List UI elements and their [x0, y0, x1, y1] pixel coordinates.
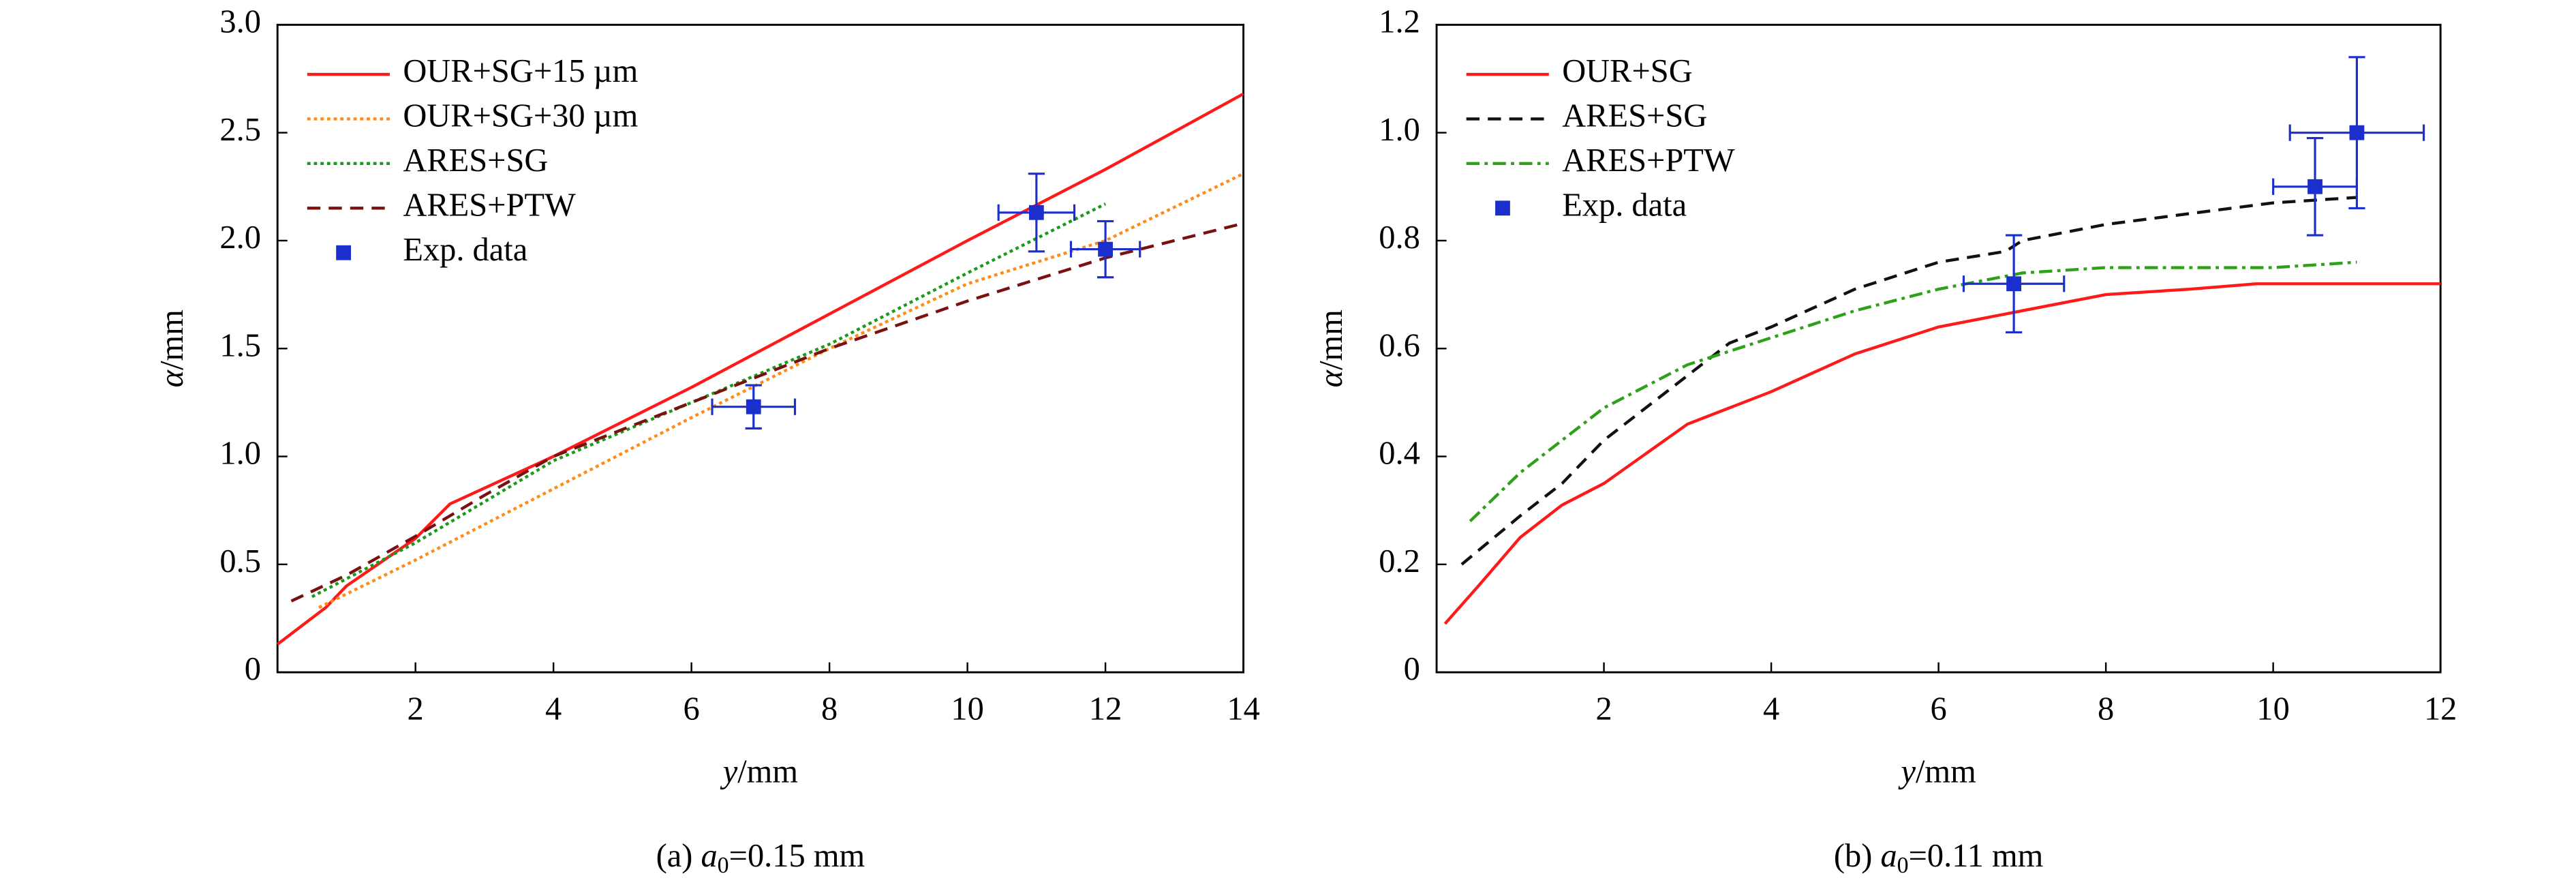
data-point	[746, 399, 761, 415]
legend-label: OUR+SG	[1562, 53, 1693, 89]
y-tick-label: 2.5	[219, 112, 261, 148]
caption-prefix: (a)	[656, 838, 701, 874]
x-tick-label: 8	[2098, 691, 2114, 727]
y-axis-label-var: α	[1313, 369, 1349, 387]
x-tick-label: 6	[684, 691, 700, 727]
y-tick-label: 0.6	[1379, 327, 1420, 363]
y-tick-label: 1.0	[219, 436, 261, 472]
x-tick-label: 4	[545, 691, 562, 727]
y-tick-label: 0.8	[1379, 220, 1420, 256]
y-axis-label: α/mm	[1313, 310, 1349, 387]
legend-label: OUR+SG+30 µm	[403, 98, 638, 134]
line-series	[276, 92, 1244, 646]
y-tick-label: 0	[245, 651, 261, 687]
caption: (a) a0=0.15 mm	[656, 838, 865, 878]
legend-label: ARES+PTW	[1562, 142, 1735, 179]
data-point	[2307, 179, 2322, 194]
x-tick-label: 12	[2424, 691, 2457, 727]
line-series	[1460, 196, 2357, 566]
legend-label: ARES+SG	[1562, 98, 1707, 134]
x-axis-label: y/mm	[1897, 753, 1976, 789]
caption-prefix: (b)	[1834, 838, 1881, 874]
y-tick-label: 1.5	[219, 327, 261, 363]
caption-sub: 0	[718, 853, 729, 878]
caption-var: a	[1880, 838, 1897, 874]
x-tick-label: 6	[1931, 691, 1947, 727]
legend-marker	[1495, 200, 1510, 216]
y-tick-label: 0.2	[1379, 543, 1420, 579]
y-axis-label-var: α	[154, 369, 190, 387]
y-tick-label: 0	[1404, 651, 1420, 687]
line-series	[290, 222, 1244, 603]
x-tick-label: 2	[1595, 691, 1612, 727]
caption: (b) a0=0.11 mm	[1834, 838, 2044, 878]
x-tick-label: 4	[1763, 691, 1779, 727]
y-tick-label: 0.5	[219, 543, 261, 579]
y-tick-label: 0.4	[1379, 436, 1420, 472]
y-tick-label: 1.2	[1379, 3, 1420, 40]
data-point	[1028, 205, 1044, 220]
x-tick-label: 10	[2256, 691, 2289, 727]
x-tick-label: 2	[408, 691, 424, 727]
y-tick-label: 1.0	[1379, 112, 1420, 148]
line-series	[1443, 282, 2441, 625]
data-point	[2349, 125, 2365, 140]
x-tick-label: 10	[951, 691, 983, 727]
y-axis-label: α/mm	[154, 310, 190, 387]
legend-label: Exp. data	[403, 232, 527, 268]
legend-marker	[336, 245, 352, 260]
x-axis-label-unit: /mm	[737, 753, 798, 789]
legend-label: OUR+SG+15 µm	[403, 53, 638, 89]
caption-var: a	[701, 838, 717, 874]
x-axis-label: y/mm	[720, 753, 798, 789]
y-axis-label-unit: /mm	[154, 310, 190, 370]
legend-label: Exp. data	[1562, 187, 1687, 223]
line-series	[318, 172, 1244, 609]
legend-label: ARES+SG	[403, 142, 548, 179]
line-series	[1469, 260, 2357, 523]
caption-sub: 0	[1897, 853, 1909, 878]
legend-label: ARES+PTW	[403, 187, 576, 223]
x-axis-label-var: y	[720, 753, 738, 789]
caption-rest: =0.15 mm	[729, 838, 865, 874]
y-tick-label: 3.0	[219, 3, 261, 40]
y-axis-label-unit: /mm	[1313, 310, 1349, 370]
x-axis-label-unit: /mm	[1916, 753, 1976, 789]
caption-rest: =0.11 mm	[1909, 838, 2044, 874]
data-point	[1098, 241, 1114, 257]
x-axis-label-var: y	[1897, 753, 1916, 789]
x-tick-label: 12	[1089, 691, 1122, 727]
y-tick-label: 2.0	[219, 220, 261, 256]
data-point	[2006, 276, 2022, 292]
chart: 2 4 6 8 10 12 1400.51.01.52.02.53.0y/mmα/mm(a)…	[154, 3, 1260, 877]
x-tick-label: 8	[821, 691, 838, 727]
x-tick-label: 14	[1227, 691, 1259, 727]
